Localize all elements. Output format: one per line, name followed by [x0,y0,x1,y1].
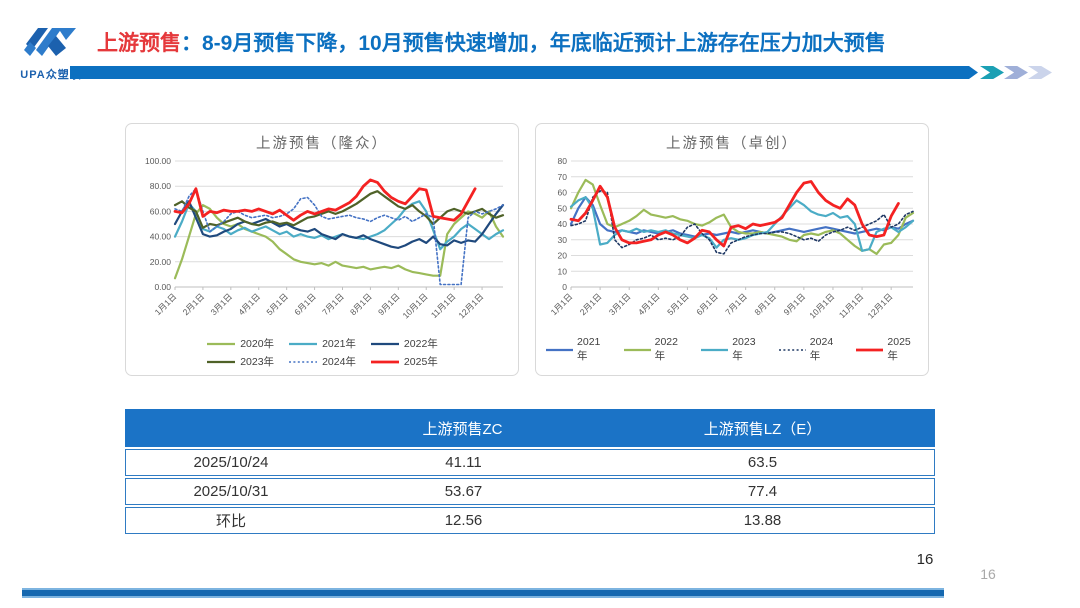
svg-text:5月1日: 5月1日 [264,291,290,317]
company-logo: UPA众塑联 [10,24,92,82]
svg-text:4月1日: 4月1日 [636,291,662,317]
svg-text:0: 0 [562,282,567,292]
chart-panel-longzhong: 上游预售（隆众） 0.00 20.00 40.00 60.00 80.00 100.00 1月… [125,123,519,376]
table-cell-lz: 13.88 [743,512,782,529]
svg-text:1月1日: 1月1日 [153,291,179,317]
svg-text:11月1日: 11月1日 [429,291,458,320]
chart-title: 上游预售（隆众） [256,136,388,152]
table-row: 2025/10/24 41.11 63.5 [125,449,935,476]
svg-text:100.00: 100.00 [145,156,171,166]
legend-item: 2021年 [288,336,356,351]
legend-line-icon [370,342,399,345]
svg-text:80.00: 80.00 [150,181,172,191]
line-chart: 0 10 20 30 40 50 60 70 80 1月1日 2月1日 3月1日 4月1日 5月1日 6月1… [549,156,915,320]
svg-text:3月1日: 3月1日 [208,291,234,317]
svg-text:8月1日: 8月1日 [752,291,778,317]
svg-text:70: 70 [558,172,568,182]
table-header-cell: 上游预售ZC [422,420,503,438]
legend-item: 2022年 [623,336,687,363]
legend-item: 2023年 [700,336,764,363]
svg-text:7月1日: 7月1日 [320,291,346,317]
svg-text:4月1日: 4月1日 [236,291,262,317]
svg-text:3月1日: 3月1日 [607,291,633,317]
legend-item: 2024年 [288,354,356,369]
svg-text:1月1日: 1月1日 [549,291,575,317]
title-blue-segment: ：8-9月预售下降，10月预售快速增加，年底临近预计上游存在压力加大预售 [181,32,886,55]
svg-text:40: 40 [558,219,568,229]
svg-text:60.00: 60.00 [150,206,172,216]
svg-text:80: 80 [558,156,568,166]
legend-item: 2025年 [855,336,919,363]
legend-item: 2022年 [370,336,438,351]
title-red-segment: 上游预售 [97,32,181,55]
logo-text: UPA众塑联 [20,69,82,81]
legend-item: 2023年 [206,354,274,369]
table-cell-date: 2025/10/31 [193,483,269,500]
legend-item: 2020年 [206,336,274,351]
chevron-icon [1004,66,1028,79]
svg-text:50: 50 [558,203,568,213]
svg-text:20.00: 20.00 [150,257,172,267]
legend-line-icon [623,348,651,351]
table-cell-lz: 63.5 [747,454,778,471]
legend-line-icon [207,342,236,345]
legend-item: 2024年 [778,336,842,363]
svg-text:5月1日: 5月1日 [665,291,691,317]
page-title: 上游预售：8-9月预售下降，10月预售快速增加，年底临近预计上游存在压力加大预售 [97,27,886,57]
legend-line-icon [701,348,729,351]
legend-item: 2021年 [545,336,609,363]
svg-text:40.00: 40.00 [150,232,172,242]
bottom-bar [22,588,944,598]
chart-panel-zhuochuang: 上游预售（卓创） 0 10 20 30 40 50 60 70 80 1月1日 2月1日 3月1日 4月1… [535,123,929,376]
line-chart: 0.00 20.00 40.00 60.00 80.00 100.00 1月1日 2月1日 3月… [145,156,505,320]
svg-text:2月1日: 2月1日 [181,291,207,317]
table-row: 2025/10/31 53.67 77.4 [125,478,935,505]
table-cell-zc: 41.11 [445,454,482,471]
table-row: 环比 12.56 13.88 [125,507,935,534]
svg-text:7月1日: 7月1日 [723,291,749,317]
svg-text:11月1日: 11月1日 [837,291,866,320]
legend-line-icon [289,360,318,363]
svg-text:60: 60 [558,188,568,198]
page-number-ghost: 16 [980,566,996,582]
logo-mark-icon [24,28,76,56]
svg-text:9月1日: 9月1日 [781,291,807,317]
legend-line-icon [370,360,399,363]
table-header-cell: 上游预售LZ（E） [703,420,822,438]
legend-line-icon [546,348,574,351]
legend-item: 2025年 [370,354,438,369]
legend-line-icon [856,348,884,351]
legend-line-icon [207,360,236,363]
legend-line-icon [778,348,806,351]
chart-legend: 2020年 2021年 2022年 2023年 2024年 2025年 [135,336,509,369]
svg-text:12月1日: 12月1日 [865,291,894,320]
table-header-row: 上游预售ZC 上游预售LZ（E） [125,409,935,447]
page-number: 16 [916,551,934,568]
chart-title: 上游预售（卓创） [666,136,798,152]
table-cell-date: 2025/10/24 [193,454,269,471]
svg-text:0.00: 0.00 [154,282,171,292]
svg-text:6月1日: 6月1日 [292,291,318,317]
chevron-icon [1028,66,1052,79]
svg-text:6月1日: 6月1日 [694,291,720,317]
header-bar [70,66,978,79]
svg-text:10月1日: 10月1日 [807,291,836,320]
svg-text:9月1日: 9月1日 [376,291,402,317]
summary-table: 上游预售ZC 上游预售LZ（E） 2025/10/24 41.11 63.5 2… [125,409,935,534]
chevron-icon [980,66,1004,79]
svg-text:8月1日: 8月1日 [348,291,374,317]
table-cell-zc: 53.67 [444,483,483,500]
svg-text:10月1日: 10月1日 [401,291,430,320]
svg-text:20: 20 [558,251,568,261]
svg-text:2月1日: 2月1日 [578,291,604,317]
table-cell-label: 环比 [215,513,246,530]
chart-legend: 2021年 2022年 2023年 2024年 2025年 [545,336,919,363]
svg-text:10: 10 [558,266,568,276]
svg-text:12月1日: 12月1日 [456,291,485,320]
table-cell-zc: 12.56 [444,512,483,529]
table-cell-lz: 77.4 [747,483,778,500]
legend-line-icon [289,342,318,345]
svg-text:30: 30 [558,235,568,245]
